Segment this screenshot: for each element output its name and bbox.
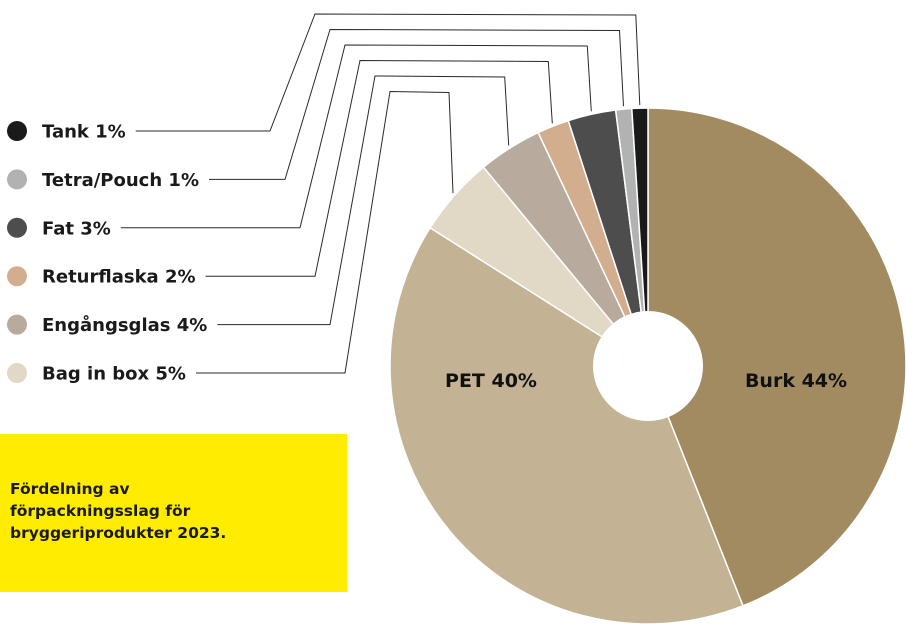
legend-label-bag-in-box: Bag in box 5% (42, 364, 186, 385)
slice-label-burk: Burk 44% (745, 370, 847, 392)
legend-dot-tank (7, 121, 27, 141)
legend-dot-fat (7, 217, 27, 238)
legend-dot-engangsglas (7, 314, 27, 335)
leader-line-bag-in-box (196, 90, 454, 374)
leader-line-returflaska (205, 59, 553, 277)
legend: Tank 1% Tetra/Pouch 1% Fat 3% Returflaska 2… (7, 121, 207, 385)
legend-label-returflaska: Returflaska 2% (42, 267, 196, 288)
legend-label-engangsglas: Engångsglas 4% (42, 314, 207, 336)
slice-labels: Burk 44% PET 40% (445, 370, 847, 392)
legend-leader-lines (120, 13, 641, 374)
slice-tank (631, 107, 649, 367)
chart-caption: Fördelning av förpackningsslag för brygg… (10, 480, 227, 542)
legend-dot-bag-in-box (7, 363, 27, 383)
legend-label-tank: Tank 1% (42, 122, 126, 143)
slice-label-pet: PET 40% (445, 370, 537, 392)
leader-line-fat (120, 44, 592, 229)
legend-label-tetra-pouch: Tetra/Pouch 1% (42, 170, 199, 191)
legend-dot-tetra-pouch (7, 169, 27, 190)
donut-hole (593, 311, 703, 421)
leader-line-tetra-pouch (209, 28, 624, 180)
leader-line-engangsglas (217, 75, 510, 326)
donut-slices (389, 107, 906, 625)
caption-box: Fördelning av förpackningsslag för brygg… (0, 434, 347, 592)
legend-label-fat: Fat 3% (42, 218, 111, 239)
leader-line-tank (135, 13, 641, 132)
slice-burk (647, 107, 906, 607)
slice-pet (389, 226, 744, 625)
legend-dot-returflaska (7, 266, 27, 287)
